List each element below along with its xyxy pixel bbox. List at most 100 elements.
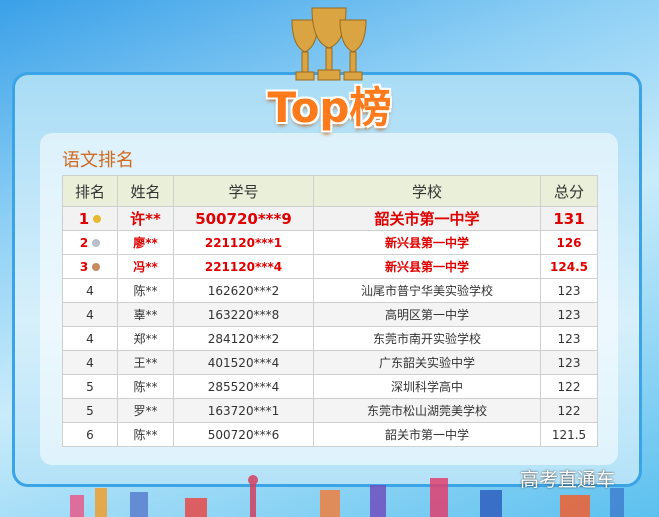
table-row: 4 陈** 162620***2 汕尾市普宁华美实验学校 123 [62, 278, 598, 303]
cell: 123 [540, 278, 598, 303]
cell: 陈** [117, 278, 174, 303]
cell-text: 罗** [133, 404, 158, 418]
cell-text: 5 [86, 379, 94, 394]
column-header: 姓名 [117, 175, 174, 207]
cell: 124.5 [540, 254, 598, 279]
cell-text: 广东韶关实验中学 [378, 356, 475, 370]
cell-text: 汕尾市普宁华美实验学校 [360, 284, 493, 298]
cell-text: 4 [86, 307, 94, 322]
cell-text: 123 [557, 331, 581, 346]
cell: 131 [540, 206, 598, 231]
table-row: 4 王** 401520***4 广东韶关实验中学 123 [62, 350, 598, 375]
cell-text: 辜** [133, 308, 158, 322]
cell: 5 [62, 374, 118, 399]
cell: 王** [117, 350, 174, 375]
cell-text: 东莞市松山湖莞美学校 [366, 404, 487, 418]
ranking-table: 排名 姓名 学号 学校 总分 1 许** 500720***9 韶关市第一中学 131 2 廖** 2… [62, 175, 598, 447]
cell-text: 162620***2 [207, 283, 280, 298]
cell: 121.5 [540, 422, 598, 447]
column-header: 学号 [173, 175, 314, 207]
cell-text: 124.5 [550, 259, 588, 274]
cell: 深圳科学高中 [313, 374, 541, 399]
cell-text: 122 [557, 379, 581, 394]
cell: 122 [540, 398, 598, 423]
cell: 辜** [117, 302, 174, 327]
title: Top榜 [267, 83, 392, 132]
cell: 1 [62, 206, 118, 231]
cell: 4 [62, 278, 118, 303]
cell-text: 4 [86, 331, 94, 346]
table-row: 6 陈** 500720***6 韶关市第一中学 121.5 [62, 422, 598, 447]
medal-icon [93, 215, 102, 223]
cell-text: 东莞市南开实验学校 [372, 332, 481, 346]
cell: 123 [540, 350, 598, 375]
cell: 郑** [117, 326, 174, 351]
cell-text: 冯** [133, 260, 158, 274]
table-row: 4 郑** 284120***2 东莞市南开实验学校 123 [62, 326, 598, 351]
cell: 韶关市第一中学 [313, 422, 541, 447]
table-row: 5 罗** 163720***1 东莞市松山湖莞美学校 122 [62, 398, 598, 423]
cell: 4 [62, 302, 118, 327]
cell: 4 [62, 350, 118, 375]
cell-text: 4 [86, 283, 94, 298]
cell: 285520***4 [173, 374, 314, 399]
cell-text: 163720***1 [207, 403, 280, 418]
cell-text: 123 [557, 355, 581, 370]
cell: 163220***8 [173, 302, 314, 327]
cell: 3 [62, 254, 118, 279]
watermark: 高考直通车 [520, 469, 616, 491]
cell: 163720***1 [173, 398, 314, 423]
cell-text: 401520***4 [207, 355, 280, 370]
cell: 4 [62, 326, 118, 351]
cell: 221120***4 [173, 254, 314, 279]
cell-text: 王** [133, 356, 158, 370]
cell: 高明区第一中学 [313, 302, 541, 327]
cell: 500720***9 [173, 206, 314, 231]
cell: 韶关市第一中学 [313, 206, 541, 231]
cell: 东莞市松山湖莞美学校 [313, 398, 541, 423]
cell-text: 新兴县第一中学 [384, 260, 469, 274]
cell-text: 121.5 [551, 427, 587, 442]
cell-text: 2 [79, 235, 89, 250]
table-row: 2 廖** 221120***1 新兴县第一中学 126 [62, 230, 598, 255]
cell-text: 陈** [133, 284, 158, 298]
cell-text: 廖** [133, 236, 158, 250]
cell: 罗** [117, 398, 174, 423]
cell: 东莞市南开实验学校 [313, 326, 541, 351]
cell: 5 [62, 398, 118, 423]
cell: 401520***4 [173, 350, 314, 375]
cell: 许** [117, 206, 174, 231]
cell-text: 131 [553, 209, 585, 228]
cell-text: 500720***6 [207, 427, 280, 442]
table-row: 3 冯** 221120***4 新兴县第一中学 124.5 [62, 254, 598, 279]
section-title: 语文排名 [62, 150, 134, 171]
cell: 新兴县第一中学 [313, 254, 541, 279]
cell: 162620***2 [173, 278, 314, 303]
column-header: 总分 [540, 175, 598, 207]
cell: 陈** [117, 422, 174, 447]
cell-text: 6 [86, 427, 94, 442]
cell: 123 [540, 326, 598, 351]
cell-text: 陈** [133, 380, 158, 394]
cell: 2 [62, 230, 118, 255]
cell-text: 284120***2 [207, 331, 280, 346]
cell-text: 新兴县第一中学 [384, 236, 469, 250]
cell-text: 高明区第一中学 [384, 308, 469, 322]
cell-text: 123 [557, 307, 581, 322]
cell: 500720***6 [173, 422, 314, 447]
cell-text: 韶关市第一中学 [374, 210, 480, 228]
cell-text: 126 [556, 235, 582, 250]
cell: 126 [540, 230, 598, 255]
cell-text: 1 [78, 209, 90, 228]
cell-text: 285520***4 [207, 379, 280, 394]
cell-text: 4 [86, 355, 94, 370]
cell-text: 陈** [133, 428, 158, 442]
cell: 284120***2 [173, 326, 314, 351]
cell-text: 深圳科学高中 [390, 380, 463, 394]
cell: 6 [62, 422, 118, 447]
cell-text: 韶关市第一中学 [384, 428, 469, 442]
cell: 新兴县第一中学 [313, 230, 541, 255]
table-row: 1 许** 500720***9 韶关市第一中学 131 [62, 206, 598, 231]
